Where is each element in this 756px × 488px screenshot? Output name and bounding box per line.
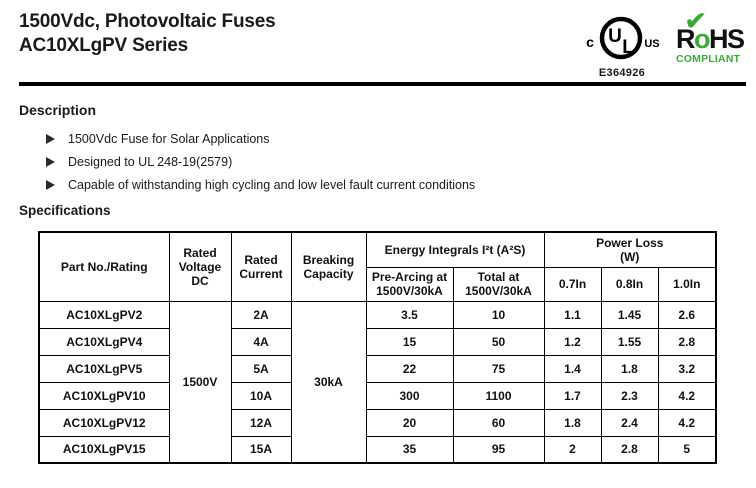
cell-power-1p0: 2.6 — [657, 300, 717, 329]
cell-power-0p8: 2.4 — [600, 408, 659, 437]
col-header-pre-arcing: Pre-Arcing at 1500V/30kA — [365, 266, 454, 302]
cell-part: AC10XLgPV10 — [38, 381, 170, 410]
col-header-part: Part No./Rating — [38, 231, 170, 302]
cell-power-1p0: 5 — [657, 435, 717, 464]
rohs-letter-o: o — [694, 24, 711, 54]
cell-part: AC10XLgPV12 — [38, 408, 170, 437]
rohs-letters-hs: HS — [709, 24, 745, 54]
cell-power-1p0: 4.2 — [657, 408, 717, 437]
col-header-power-loss: Power Loss (W) — [543, 231, 717, 268]
description-bullet-list: 1500Vdc Fuse for Solar Applications Desi… — [46, 132, 746, 192]
cell-power-0p7: 1.7 — [543, 381, 602, 410]
cell-part: AC10XLgPV2 — [38, 300, 170, 329]
cell-total: 75 — [452, 354, 545, 383]
rohs-wordmark: RoHS — [676, 24, 745, 54]
cell-pre-arcing: 35 — [365, 435, 454, 464]
cell-power-0p8: 2.8 — [600, 435, 659, 464]
ul-u-letter: U — [608, 26, 622, 47]
rohs-letter-r: R — [676, 24, 696, 54]
arrow-bullet-icon — [46, 180, 55, 190]
cell-total: 10 — [452, 300, 545, 329]
col-header-current: Rated Current — [230, 231, 292, 302]
cell-current: 5A — [230, 354, 292, 383]
col-header-total: Total at 1500V/30kA — [452, 266, 545, 302]
ul-l-letter: L — [622, 37, 634, 58]
col-header-energy-integrals: Energy Integrals I²t (A²S) — [365, 231, 545, 268]
cell-current: 15A — [230, 435, 292, 464]
col-header-1p0in: 1.0In — [657, 266, 717, 302]
rohs-compliant-label: COMPLIANT — [676, 53, 741, 65]
table-header-row-2: Pre-Arcing at 1500V/30kA Total at 1500V/… — [39, 266, 717, 302]
ul-certification-mark: c U L US E364926 — [582, 14, 662, 79]
ul-c-letter: c — [586, 34, 594, 50]
list-item: Capable of withstanding high cycling and… — [46, 178, 746, 192]
table-header-row-1: Part No./Rating Rated Voltage DC Rated C… — [38, 231, 717, 302]
table-row: AC10XLgPV5 5A 22 75 1.4 1.8 3.2 — [38, 354, 717, 383]
cell-power-0p8: 1.45 — [600, 300, 659, 329]
table-row: AC10XLgPV2 1500V 2A 30kA 3.5 10 1.1 1.45… — [38, 300, 717, 464]
ul-us-letters: US — [644, 38, 659, 50]
col-header-0p7in: 0.7In — [543, 266, 602, 302]
bullet-text: Designed to UL 248-19(2579) — [68, 155, 233, 169]
cell-pre-arcing: 20 — [365, 408, 454, 437]
cell-pre-arcing: 15 — [365, 327, 454, 356]
cell-current: 2A — [230, 300, 292, 329]
col-header-0p8in: 0.8In — [600, 266, 659, 302]
cell-part: AC10XLgPV5 — [38, 354, 170, 383]
cell-total: 50 — [452, 327, 545, 356]
cell-current: 4A — [230, 327, 292, 356]
list-item: 1500Vdc Fuse for Solar Applications — [46, 132, 746, 146]
certification-marks: c U L US E364926 ✔ RoHS COMPLIANT — [582, 5, 745, 79]
cell-power-0p7: 1.4 — [543, 354, 602, 383]
ul-file-number: E364926 — [598, 67, 646, 79]
page-title: 1500Vdc, Photovoltaic Fuses AC10XLgPV Se… — [19, 10, 276, 58]
cell-total: 1100 — [452, 381, 545, 410]
cell-power-0p7: 1.1 — [543, 300, 602, 329]
cell-total: 95 — [452, 435, 545, 464]
col-header-voltage: Rated Voltage DC — [168, 231, 232, 302]
list-item: Designed to UL 248-19(2579) — [46, 155, 746, 169]
cell-power-0p8: 1.55 — [600, 327, 659, 356]
specifications-table: Part No./Rating Rated Voltage DC Rated C… — [38, 231, 718, 464]
ul-listed-icon: c U L US — [586, 16, 660, 60]
cell-power-1p0: 4.2 — [657, 381, 717, 410]
description-heading: Description — [19, 102, 97, 118]
arrow-bullet-icon — [46, 134, 55, 144]
cell-power-0p7: 1.2 — [543, 327, 602, 356]
rohs-checkmark-icon: ✔ — [683, 5, 708, 37]
cell-part: AC10XLgPV4 — [38, 327, 170, 356]
cell-pre-arcing: 300 — [365, 381, 454, 410]
header-divider-rule — [19, 82, 746, 86]
title-line-2: AC10XLgPV Series — [19, 35, 188, 56]
cell-rated-voltage: 1500V — [168, 300, 232, 464]
cell-pre-arcing: 22 — [365, 354, 454, 383]
table-row: AC10XLgPV15 15A 35 95 2 2.8 5 — [38, 435, 717, 464]
cell-power-0p7: 2 — [543, 435, 602, 464]
col-header-capacity: Breaking Capacity — [290, 231, 367, 302]
cell-power-1p0: 3.2 — [657, 354, 717, 383]
cell-power-1p0: 2.8 — [657, 327, 717, 356]
bullet-text: 1500Vdc Fuse for Solar Applications — [68, 132, 270, 146]
specifications-heading: Specifications — [19, 203, 111, 218]
cell-breaking-capacity: 30kA — [290, 300, 367, 464]
cell-pre-arcing: 3.5 — [365, 300, 454, 329]
cell-power-0p8: 2.3 — [600, 381, 659, 410]
bullet-text: Capable of withstanding high cycling and… — [68, 178, 476, 192]
cell-total: 60 — [452, 408, 545, 437]
cell-current: 12A — [230, 408, 292, 437]
arrow-bullet-icon — [46, 157, 55, 167]
cell-power-0p8: 1.8 — [600, 354, 659, 383]
table-row: AC10XLgPV10 10A 300 1100 1.7 2.3 4.2 — [38, 381, 717, 410]
cell-current: 10A — [230, 381, 292, 410]
cell-power-0p7: 1.8 — [543, 408, 602, 437]
table-row: AC10XLgPV4 4A 15 50 1.2 1.55 2.8 — [38, 327, 717, 356]
page-header: 1500Vdc, Photovoltaic Fuses AC10XLgPV Se… — [19, 5, 746, 79]
table-row: AC10XLgPV12 12A 20 60 1.8 2.4 4.2 — [38, 408, 717, 437]
rohs-logo: ✔ RoHS COMPLIANT — [676, 5, 745, 65]
cell-part: AC10XLgPV15 — [38, 435, 170, 464]
title-line-1: 1500Vdc, Photovoltaic Fuses — [19, 11, 276, 32]
